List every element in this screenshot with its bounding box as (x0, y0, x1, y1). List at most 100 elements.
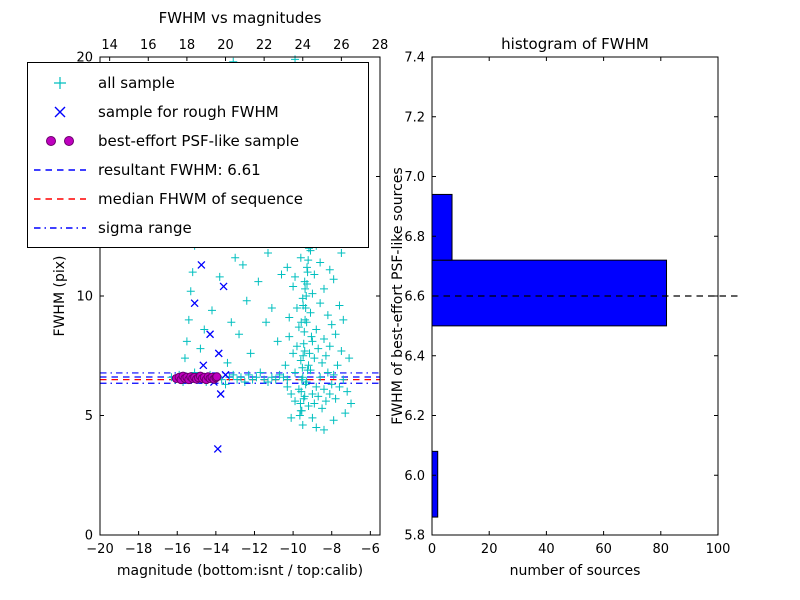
top-tick-label: 26 (333, 38, 350, 53)
x-tick-label: −14 (202, 542, 229, 557)
plus-marker (294, 323, 303, 332)
plus-marker (254, 277, 263, 286)
plus-marker (289, 282, 298, 291)
plus-marker (325, 342, 334, 351)
plus-marker (215, 272, 224, 281)
plus-marker (320, 425, 328, 434)
plus-marker (262, 318, 271, 327)
plus-marker (188, 268, 197, 277)
x-tick-label: 60 (595, 542, 612, 557)
legend-entry-2: best-effort PSF-like sample (28, 126, 368, 155)
plus-marker (298, 363, 307, 372)
plus-marker (333, 361, 342, 370)
series-psf-like (171, 371, 222, 385)
x-tick-label: 40 (538, 542, 555, 557)
plus-marker (296, 253, 305, 262)
plus-marker (318, 404, 327, 413)
x-marker (190, 299, 199, 308)
plus-marker (316, 258, 325, 267)
plus-marker (347, 399, 356, 408)
y-tick-label: 0 (85, 529, 93, 544)
legend-entry-1: sample for rough FWHM (28, 97, 368, 126)
plus-marker (297, 406, 306, 415)
legend-plus-icon (54, 76, 66, 89)
plus-marker (321, 397, 330, 406)
x-marker (206, 330, 215, 339)
plus-marker (321, 351, 330, 360)
plus-marker (327, 320, 336, 329)
left-plot-title: FWHM vs magnitudes (158, 9, 322, 27)
plus-marker (292, 303, 301, 312)
plus-marker (292, 342, 301, 351)
plus-marker (296, 399, 305, 408)
plus-marker (307, 332, 316, 341)
x-marker (197, 260, 206, 269)
plus-marker (246, 349, 255, 358)
top-tick-label: 28 (372, 38, 389, 53)
x-tick-label: 20 (481, 542, 498, 557)
top-tick-label: 14 (101, 38, 118, 53)
plus-marker (308, 289, 317, 298)
plus-marker (283, 263, 292, 272)
legend-label: resultant FWHM: 6.61 (98, 160, 261, 179)
plus-marker (277, 270, 286, 279)
plus-marker (303, 263, 312, 272)
plus-marker (314, 392, 323, 401)
x-marker (216, 390, 225, 398)
plus-marker (339, 375, 348, 384)
plus-marker (301, 284, 310, 293)
top-tick-label: 20 (217, 38, 234, 53)
x-marker (214, 349, 223, 358)
plus-marker (345, 354, 354, 363)
right-plot-title: histogram of FWHM (501, 35, 649, 53)
plus-marker (329, 370, 338, 379)
plus-marker (341, 409, 350, 418)
y-tick-label: 10 (76, 290, 93, 305)
left-xaxis-label: magnitude (bottom:isnt / top:calib) (116, 563, 364, 579)
x-tick-label: −12 (241, 542, 268, 557)
plus-marker (285, 332, 294, 341)
plus-marker (303, 366, 312, 375)
legend-entry-3: resultant FWHM: 6.61 (28, 155, 368, 184)
plus-marker (299, 301, 308, 310)
plus-marker (273, 337, 282, 346)
legend-dashdot-line-icon (34, 226, 86, 229)
plus-marker (235, 330, 244, 339)
plus-marker (287, 413, 296, 422)
plus-marker (337, 346, 346, 355)
y-tick-label: 6.0 (404, 469, 425, 484)
plus-marker (296, 356, 305, 365)
y-tick-label: 5.8 (404, 529, 425, 544)
plus-marker (325, 389, 334, 398)
circle-marker (212, 372, 222, 382)
legend-x-icon (54, 106, 66, 117)
y-tick-label: 6.8 (404, 230, 425, 245)
plus-marker (182, 337, 191, 346)
plus-marker (314, 344, 323, 353)
plus-marker (299, 339, 308, 348)
legend-entry-4: median FHWM of sequence (28, 184, 368, 213)
plus-marker (308, 389, 317, 398)
x-tick-label: 80 (653, 542, 670, 557)
plus-marker (289, 349, 298, 358)
legend-label: all sample (98, 73, 175, 92)
x-tick-label: −10 (279, 542, 306, 557)
plus-marker (300, 327, 309, 336)
plus-marker (301, 380, 310, 389)
plus-marker (304, 401, 313, 410)
plus-marker (298, 421, 307, 430)
plus-marker (297, 375, 306, 384)
legend-dashed-line-icon (34, 168, 86, 171)
plus-marker (184, 315, 193, 324)
plus-marker (303, 280, 312, 289)
legend-circle-pair-icon (46, 135, 74, 146)
top-tick-label: 16 (140, 38, 157, 53)
plus-marker (221, 380, 230, 389)
plus-marker (180, 354, 189, 363)
plus-marker (252, 373, 261, 382)
x-tick-label: −18 (125, 542, 152, 557)
plus-marker (304, 361, 313, 370)
plus-marker (297, 318, 306, 327)
plus-marker (267, 303, 276, 312)
